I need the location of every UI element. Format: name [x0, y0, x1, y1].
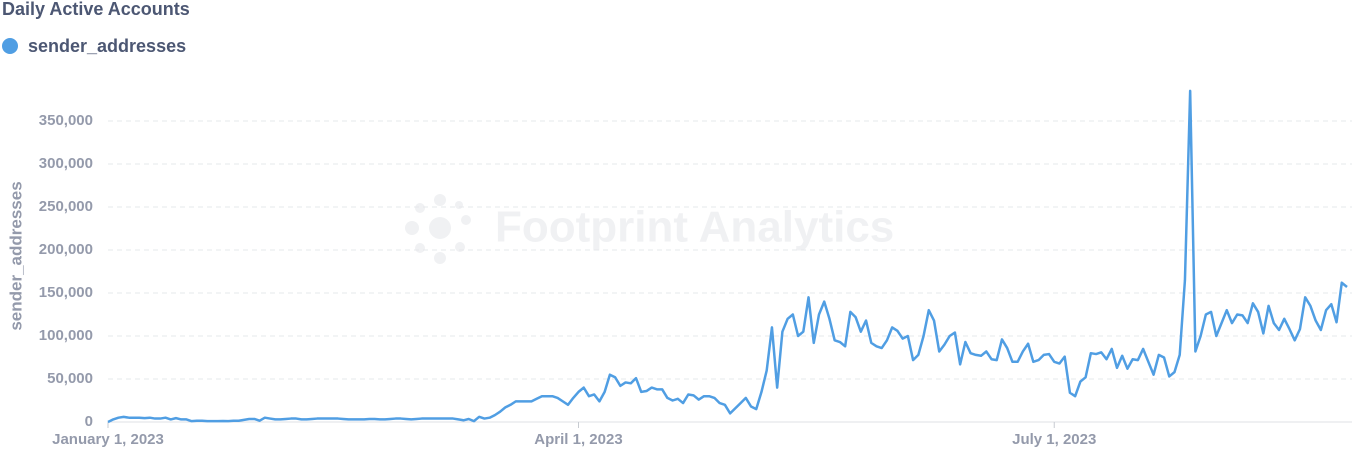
y-tick-label: 350,000	[39, 112, 93, 129]
x-tick-label: April 1, 2023	[534, 431, 622, 448]
watermark: Footprint Analytics	[495, 203, 894, 252]
y-tick-label: 200,000	[39, 241, 93, 258]
x-tick-label: January 1, 2023	[52, 431, 164, 448]
y-axis-label: sender_addresses	[6, 181, 25, 330]
y-tick-label: 50,000	[47, 370, 93, 387]
watermark-logo	[405, 194, 471, 264]
legend-label: sender_addresses	[28, 36, 186, 56]
legend-swatch	[2, 38, 18, 54]
y-tick-label: 100,000	[39, 327, 93, 344]
chart-title: Daily Active Accounts	[2, 0, 190, 19]
y-tick-label: 300,000	[39, 155, 93, 172]
y-tick-label: 150,000	[39, 284, 93, 301]
y-tick-label: 0	[85, 413, 93, 430]
x-tick-label: July 1, 2023	[1012, 431, 1096, 448]
y-tick-label: 250,000	[39, 198, 93, 215]
line	[107, 89, 1348, 424]
